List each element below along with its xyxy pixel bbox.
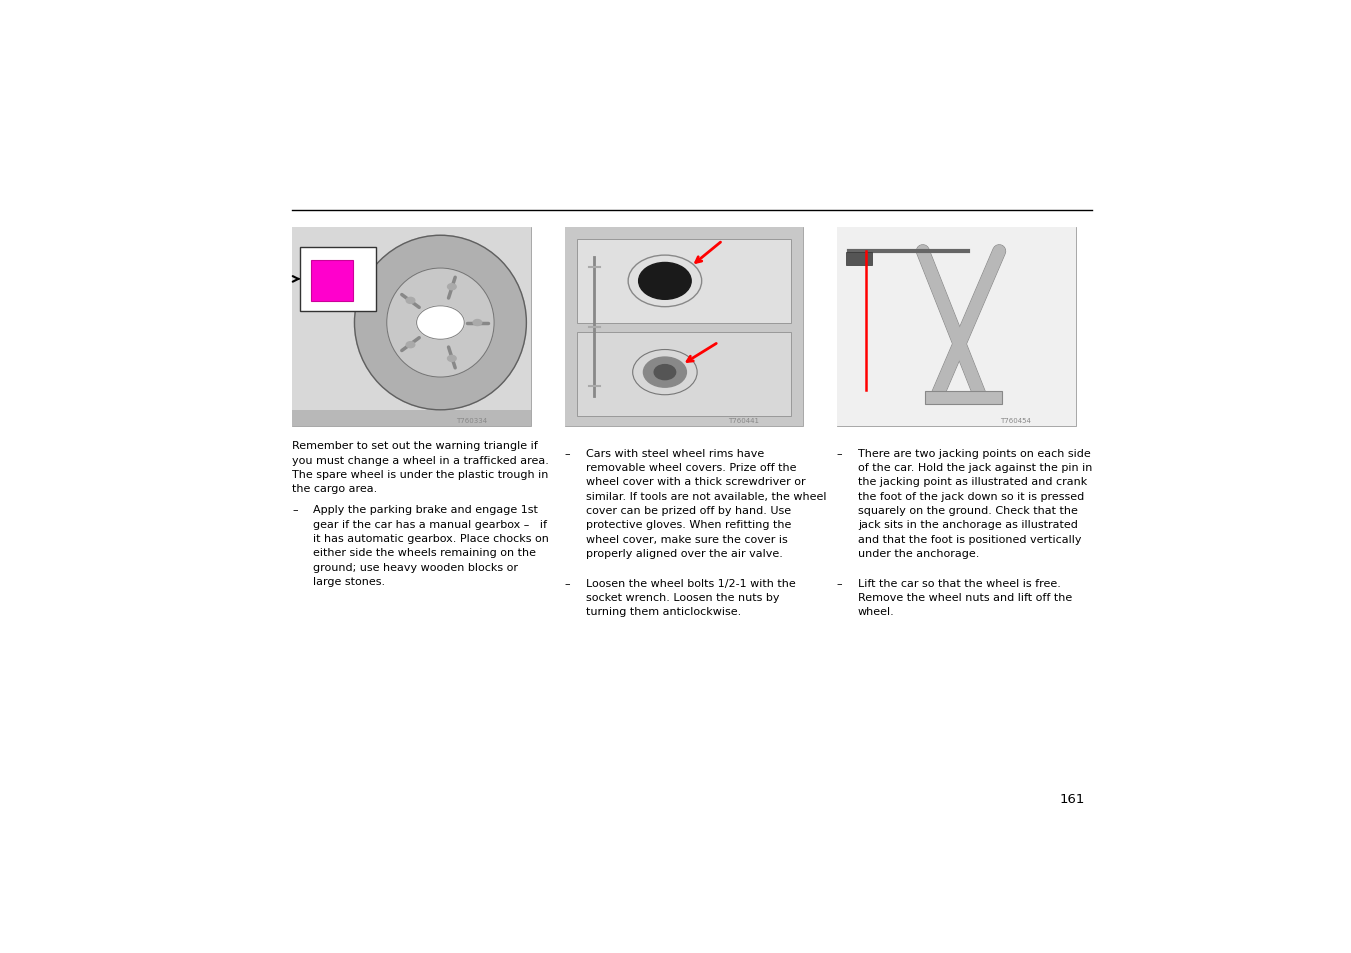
- Circle shape: [416, 307, 465, 340]
- Text: There are two jacking points on each side: There are two jacking points on each sid…: [858, 448, 1090, 458]
- Text: wheel.: wheel.: [858, 607, 894, 617]
- Bar: [836, 228, 1075, 426]
- Text: jack sits in the anchorage as illustrated: jack sits in the anchorage as illustrate…: [858, 519, 1078, 530]
- Text: wheel cover, make sure the cover is: wheel cover, make sure the cover is: [585, 534, 788, 544]
- Circle shape: [473, 320, 482, 326]
- Text: the foot of the jack down so it is pressed: the foot of the jack down so it is press…: [858, 491, 1084, 501]
- Text: properly aligned over the air valve.: properly aligned over the air valve.: [585, 548, 782, 558]
- Text: Apply the parking brake and engage 1st: Apply the parking brake and engage 1st: [313, 505, 538, 515]
- Ellipse shape: [354, 236, 527, 411]
- Bar: [836, 228, 1075, 426]
- Text: socket wrench. Loosen the nuts by: socket wrench. Loosen the nuts by: [585, 593, 780, 602]
- Text: T760334: T760334: [455, 417, 486, 423]
- Text: T760454: T760454: [1001, 417, 1031, 423]
- Text: –: –: [836, 448, 843, 458]
- Text: large stones.: large stones.: [313, 577, 385, 586]
- Text: Remove the wheel nuts and lift off the: Remove the wheel nuts and lift off the: [858, 593, 1073, 602]
- Bar: [565, 228, 804, 426]
- Bar: [577, 334, 792, 416]
- Text: cover can be prized off by hand. Use: cover can be prized off by hand. Use: [585, 505, 790, 516]
- Text: of the car. Hold the jack against the pin in: of the car. Hold the jack against the pi…: [858, 462, 1092, 473]
- Text: similar. If tools are not available, the wheel: similar. If tools are not available, the…: [585, 491, 825, 501]
- Text: –: –: [292, 505, 299, 515]
- Circle shape: [643, 357, 686, 388]
- Circle shape: [407, 342, 415, 349]
- Text: Loosen the wheel bolts 1/2-1 with the: Loosen the wheel bolts 1/2-1 with the: [585, 578, 796, 588]
- Text: –: –: [565, 448, 570, 458]
- Text: Cars with steel wheel rims have: Cars with steel wheel rims have: [585, 448, 763, 458]
- Text: squarely on the ground. Check that the: squarely on the ground. Check that the: [858, 505, 1078, 516]
- Bar: [300, 248, 376, 312]
- Circle shape: [639, 263, 692, 300]
- Text: wheel cover with a thick screwdriver or: wheel cover with a thick screwdriver or: [585, 476, 805, 487]
- Text: removable wheel covers. Prize off the: removable wheel covers. Prize off the: [585, 462, 796, 473]
- Text: it has automatic gearbox. Place chocks on: it has automatic gearbox. Place chocks o…: [313, 534, 550, 543]
- Text: under the anchorage.: under the anchorage.: [858, 548, 979, 558]
- Circle shape: [447, 356, 457, 362]
- Bar: [292, 228, 531, 426]
- Text: ground; use heavy wooden blocks or: ground; use heavy wooden blocks or: [313, 562, 519, 572]
- Bar: [292, 228, 531, 426]
- Bar: [925, 391, 1001, 404]
- Bar: [577, 240, 792, 323]
- Text: –: –: [836, 578, 843, 588]
- Text: Lift the car so that the wheel is free.: Lift the car so that the wheel is free.: [858, 578, 1061, 588]
- Text: 161: 161: [1059, 793, 1085, 805]
- Bar: [311, 260, 353, 302]
- Text: –: –: [565, 578, 570, 588]
- Bar: [292, 411, 531, 426]
- Text: the jacking point as illustrated and crank: the jacking point as illustrated and cra…: [858, 476, 1088, 487]
- Text: turning them anticlockwise.: turning them anticlockwise.: [585, 607, 740, 617]
- Ellipse shape: [386, 269, 494, 377]
- Text: protective gloves. When refitting the: protective gloves. When refitting the: [585, 519, 790, 530]
- Circle shape: [447, 284, 457, 291]
- Text: and that the foot is positioned vertically: and that the foot is positioned vertical…: [858, 534, 1081, 544]
- Text: you must change a wheel in a trafficked area.: you must change a wheel in a trafficked …: [292, 456, 550, 465]
- Text: Remember to set out the warning triangle if: Remember to set out the warning triangle…: [292, 441, 538, 451]
- Text: either side the wheels remaining on the: either side the wheels remaining on the: [313, 548, 536, 558]
- Circle shape: [654, 365, 676, 380]
- Text: gear if the car has a manual gearbox –   if: gear if the car has a manual gearbox – i…: [313, 519, 547, 529]
- Circle shape: [407, 298, 415, 304]
- Text: The spare wheel is under the plastic trough in: The spare wheel is under the plastic tro…: [292, 470, 549, 479]
- Text: the cargo area.: the cargo area.: [292, 484, 378, 494]
- Bar: [565, 228, 804, 426]
- Text: T760441: T760441: [728, 417, 759, 423]
- Bar: [846, 253, 873, 266]
